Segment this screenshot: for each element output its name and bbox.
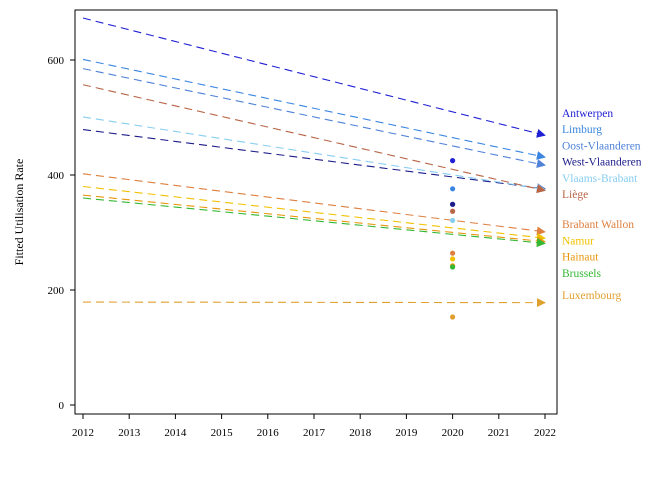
series-line-brabant-wallon: [82, 173, 546, 236]
x-tick-label: 2021: [488, 427, 510, 439]
plot-frame: [74, 9, 558, 415]
legend-label: Brussels: [562, 268, 602, 280]
y-tick-label: 0: [59, 400, 65, 412]
y-tick-label: 400: [48, 170, 65, 182]
y-tick-label: 200: [48, 285, 65, 297]
legend-label: Namur: [562, 235, 594, 247]
legend-label: Antwerpen: [562, 108, 613, 120]
x-tick-label: 2015: [211, 427, 234, 439]
legend-label: Hainaut: [562, 252, 599, 264]
observed-point-limburg: [450, 186, 456, 192]
observed-point-li-ge: [450, 208, 456, 214]
observed-point-brabant-wallon: [450, 250, 456, 256]
series-line-luxembourg: [82, 298, 546, 308]
series-line-li-ge: [82, 84, 546, 194]
x-tick-label: 2012: [72, 427, 94, 439]
legend-label: Liège: [562, 189, 588, 201]
observed-point-namur: [450, 256, 456, 262]
y-tick-label: 600: [48, 55, 65, 67]
x-tick-label: 2013: [118, 427, 141, 439]
series-line-hainaut: [82, 194, 546, 246]
series-layer: [82, 17, 546, 308]
x-axis: 2012 2013 2014 2015 2016 2017 2018 2019 2020 2021…: [72, 414, 556, 439]
x-tick-label: 2018: [349, 427, 372, 439]
x-tick-label: 2016: [257, 427, 280, 439]
observed-point-west-vlaanderen: [450, 201, 456, 207]
x-tick-label: 2014: [164, 427, 187, 439]
legend: Antwerpen Limburg Oost-Vlaanderen West-Vlaa…: [562, 108, 642, 302]
x-tick-label: 2017: [303, 427, 326, 439]
observed-point-antwerpen: [450, 158, 456, 164]
series-line-brussels: [82, 197, 546, 248]
observed-points: [450, 158, 456, 320]
y-axis-title: Fitted Utilisation Rate: [12, 159, 26, 266]
x-tick-label: 2020: [442, 427, 465, 439]
observed-point-luxembourg: [450, 314, 456, 320]
legend-label: Vlaams-Brabant: [562, 173, 638, 185]
series-line-namur: [82, 185, 546, 242]
x-tick-label: 2022: [534, 427, 556, 439]
legend-label: Brabant Wallon: [562, 219, 634, 231]
legend-label: West-Vlaanderen: [562, 157, 642, 169]
legend-label: Oost-Vlaanderen: [562, 140, 641, 152]
series-line-west-vlaanderen: [82, 129, 546, 193]
series-line-antwerpen: [82, 17, 546, 138]
series-line-oost-vlaanderen: [82, 68, 546, 168]
observed-point-brussels: [450, 264, 456, 270]
observed-point-vlaams-brabant: [450, 217, 456, 224]
x-tick-label: 2019: [395, 427, 418, 439]
series-line-vlaams-brabant: [82, 116, 546, 193]
y-axis: 0 200 400 600: [48, 55, 75, 412]
legend-label: Luxembourg: [562, 290, 621, 302]
legend-label: Limburg: [562, 124, 602, 136]
series-line-limburg: [82, 58, 546, 160]
